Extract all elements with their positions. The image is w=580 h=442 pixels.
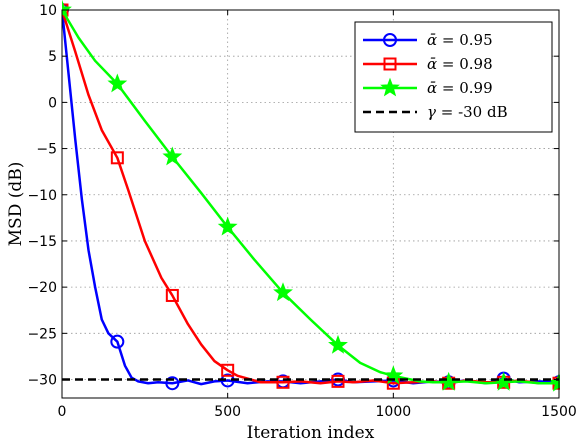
star-marker bbox=[62, 0, 72, 19]
circle-marker bbox=[165, 376, 180, 391]
x-tick-label: 1500 bbox=[541, 404, 577, 420]
square-marker bbox=[383, 57, 397, 71]
star-marker bbox=[328, 334, 348, 354]
y-tick-label: 10 bbox=[39, 3, 57, 19]
star-marker bbox=[217, 216, 238, 236]
star-marker bbox=[162, 146, 183, 166]
y-tick-label: −20 bbox=[27, 280, 57, 296]
x-tick-label: 0 bbox=[58, 404, 67, 420]
series-layer bbox=[62, 0, 560, 392]
series-line-2 bbox=[62, 9, 559, 385]
y-tick-label: −15 bbox=[27, 234, 57, 250]
square-marker bbox=[221, 363, 235, 377]
y-axis-label: MSD (dB) bbox=[6, 162, 26, 247]
y-tick-label: −10 bbox=[27, 188, 57, 204]
y-tick-label: −5 bbox=[36, 142, 57, 158]
x-axis-label: Iteration index bbox=[247, 423, 375, 442]
star-marker bbox=[107, 73, 128, 93]
axis-ticks: 0 500 1000 1500 10 5 0 −5 −10 −15 −20 −25 −30 bbox=[27, 3, 576, 420]
circle-marker bbox=[110, 334, 125, 349]
star-marker bbox=[273, 282, 293, 302]
circle-marker bbox=[383, 33, 397, 47]
x-tick-label: 500 bbox=[214, 404, 241, 420]
legend-label-0: ᾱ = 0.95 bbox=[427, 31, 493, 49]
y-tick-label: −25 bbox=[27, 326, 57, 342]
star-marker bbox=[380, 77, 400, 97]
square-marker bbox=[110, 151, 124, 165]
y-tick-label: −30 bbox=[27, 373, 57, 389]
x-tick-label: 1000 bbox=[376, 404, 412, 420]
y-tick-label: 0 bbox=[48, 95, 57, 111]
square-marker bbox=[276, 375, 290, 389]
legend-label-2: ᾱ = 0.99 bbox=[427, 79, 493, 97]
square-marker bbox=[165, 288, 179, 302]
square-marker bbox=[331, 374, 345, 388]
legend: ᾱ = 0.95 ᾱ = 0.98 ᾱ = 0.99 γ = -30 dB bbox=[354, 21, 553, 133]
legend-label-1: ᾱ = 0.98 bbox=[427, 55, 493, 73]
y-tick-label: 5 bbox=[48, 49, 57, 65]
legend-label-3: γ = -30 dB bbox=[427, 103, 508, 121]
plot-frame bbox=[61, 9, 560, 399]
